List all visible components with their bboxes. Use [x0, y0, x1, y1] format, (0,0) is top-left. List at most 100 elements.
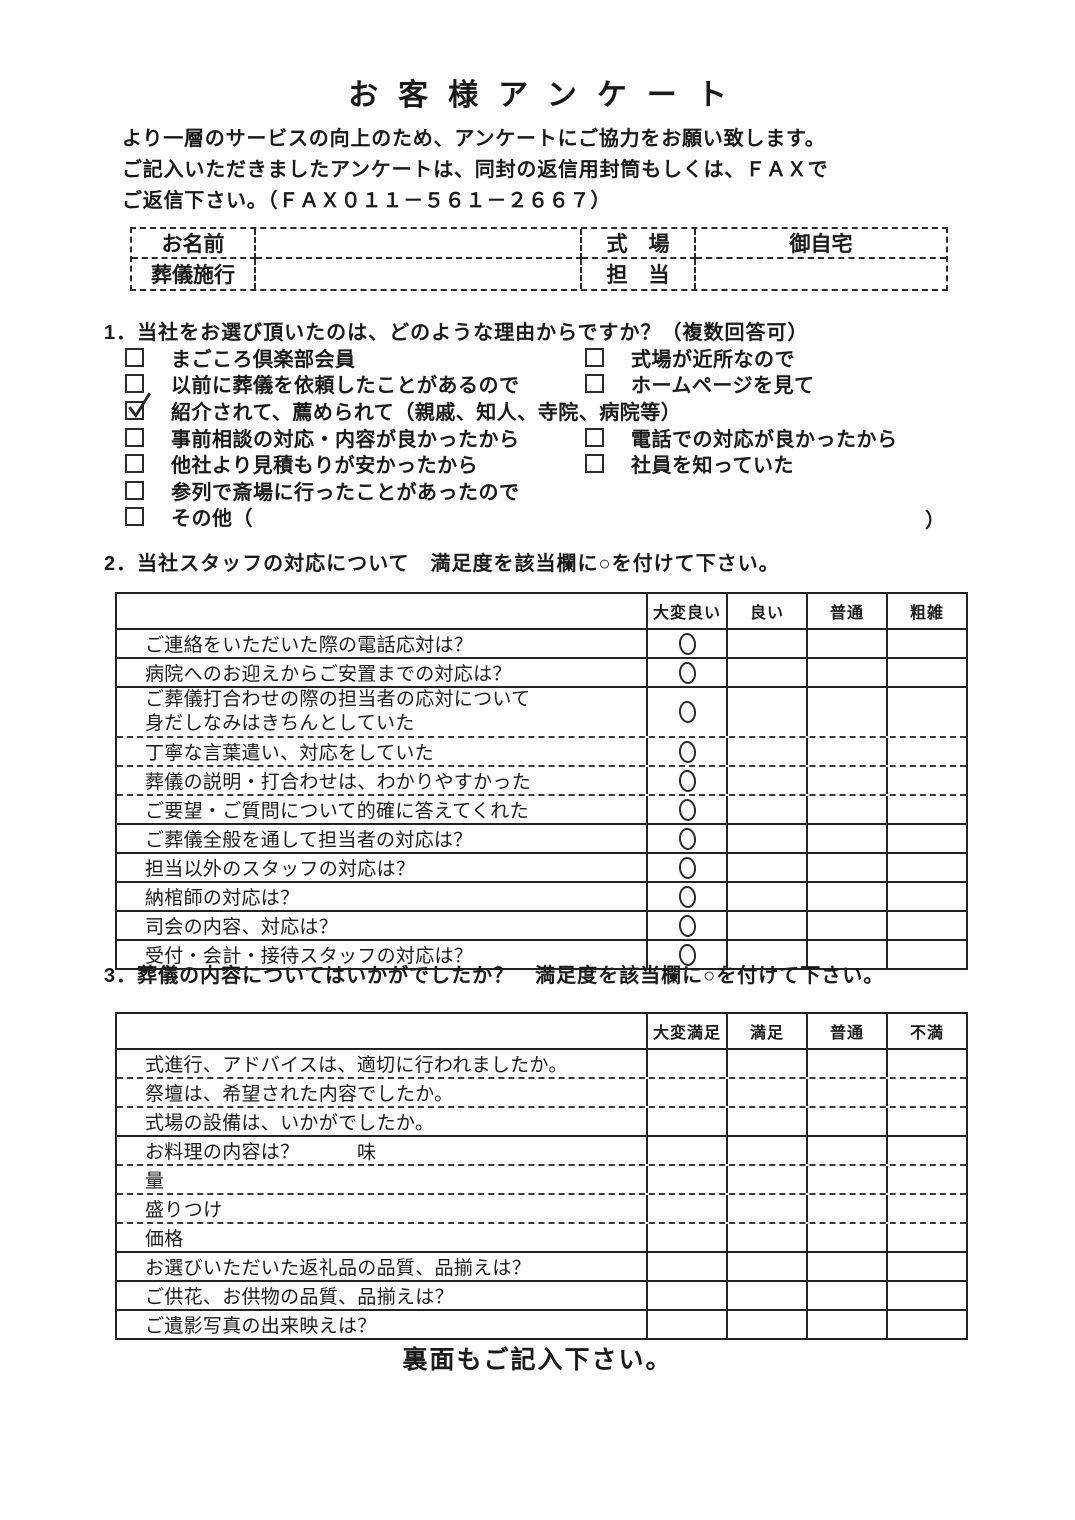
rating-cell[interactable]	[886, 1166, 966, 1193]
rating-cell[interactable]	[646, 1282, 726, 1309]
rating-cell[interactable]	[646, 912, 726, 939]
checkbox-unchecked[interactable]	[125, 507, 144, 527]
checkbox-unchecked[interactable]	[585, 374, 604, 394]
rating-cell[interactable]	[886, 796, 966, 823]
rating-cell[interactable]	[726, 1137, 806, 1164]
rating-cell[interactable]	[726, 912, 806, 939]
rating-cell[interactable]	[646, 1195, 726, 1222]
rating-cell[interactable]	[646, 1079, 726, 1106]
checkbox-unchecked[interactable]	[125, 347, 144, 367]
rating-cell[interactable]	[806, 659, 886, 686]
rating-cell[interactable]	[806, 883, 886, 910]
rating-cell[interactable]	[726, 1195, 806, 1222]
rating-cell[interactable]	[886, 941, 966, 968]
rating-cell[interactable]	[806, 941, 886, 968]
rating-cell[interactable]	[886, 630, 966, 657]
rating-cell[interactable]	[646, 630, 726, 657]
rating-cell[interactable]	[646, 1253, 726, 1280]
rating-cell[interactable]	[806, 1282, 886, 1309]
rating-cell[interactable]	[646, 1311, 726, 1338]
checkbox-unchecked[interactable]	[125, 374, 144, 394]
rating-cell[interactable]	[886, 883, 966, 910]
rating-cell[interactable]	[886, 1050, 966, 1077]
rating-cell[interactable]	[806, 767, 886, 794]
rating-cell[interactable]	[806, 1137, 886, 1164]
rating-cell[interactable]	[806, 630, 886, 657]
rating-cell[interactable]	[646, 738, 726, 765]
checkbox-checked[interactable]	[125, 392, 151, 420]
rating-cell[interactable]	[806, 1195, 886, 1222]
staff-field[interactable]	[696, 259, 946, 289]
rating-cell[interactable]	[726, 1108, 806, 1135]
rating-cell[interactable]	[726, 941, 806, 968]
question1-options: まごころ倶楽部会員 式場が近所なので 以前に葬儀を依頼したことがあるので ホームページ…	[125, 344, 975, 532]
rating-cell[interactable]	[646, 1224, 726, 1251]
checkbox-unchecked[interactable]	[585, 454, 604, 474]
rating-cell[interactable]	[886, 1137, 966, 1164]
rating-cell[interactable]	[726, 659, 806, 686]
rating-cell[interactable]	[806, 912, 886, 939]
rating-cell[interactable]	[886, 1079, 966, 1106]
rating-cell[interactable]	[726, 767, 806, 794]
rating-cell[interactable]	[726, 1079, 806, 1106]
rating-cell[interactable]	[646, 659, 726, 686]
rating-cell[interactable]	[886, 767, 966, 794]
rating-cell[interactable]	[806, 854, 886, 881]
rating-cell[interactable]	[646, 1137, 726, 1164]
venue-value[interactable]: 御自宅	[696, 229, 946, 259]
rating-cell[interactable]	[726, 1253, 806, 1280]
rating-cell[interactable]	[806, 688, 886, 736]
rating-cell[interactable]	[646, 1108, 726, 1135]
rating-cell[interactable]	[806, 825, 886, 852]
rating-cell[interactable]	[646, 767, 726, 794]
rating-cell[interactable]	[806, 1253, 886, 1280]
rating-cell[interactable]	[726, 1282, 806, 1309]
rating-cell[interactable]	[646, 854, 726, 881]
rating-cell[interactable]	[726, 688, 806, 736]
rating-cell[interactable]	[726, 825, 806, 852]
rating-cell[interactable]	[726, 738, 806, 765]
rating-cell[interactable]	[646, 825, 726, 852]
rating-cell[interactable]	[646, 688, 726, 736]
rating-cell[interactable]	[726, 630, 806, 657]
rating-cell[interactable]	[646, 1166, 726, 1193]
name-field[interactable]	[256, 229, 582, 259]
rating-cell[interactable]	[806, 1311, 886, 1338]
checkbox-unchecked[interactable]	[585, 427, 604, 447]
rating-cell[interactable]	[806, 1079, 886, 1106]
organizer-field[interactable]	[256, 259, 582, 289]
rating-cell[interactable]	[886, 659, 966, 686]
rating-cell[interactable]	[886, 738, 966, 765]
rating-cell[interactable]	[646, 796, 726, 823]
rating-cell[interactable]	[726, 1224, 806, 1251]
checkbox-unchecked[interactable]	[125, 480, 144, 500]
rating-cell[interactable]	[646, 941, 726, 968]
rating-cell[interactable]	[726, 854, 806, 881]
rating-cell[interactable]	[886, 1282, 966, 1309]
checkbox-unchecked[interactable]	[585, 347, 604, 367]
rating-cell[interactable]	[886, 1311, 966, 1338]
rating-cell[interactable]	[726, 883, 806, 910]
rating-cell[interactable]	[646, 883, 726, 910]
rating-cell[interactable]	[886, 1108, 966, 1135]
rating-cell[interactable]	[806, 1224, 886, 1251]
rating-cell[interactable]	[886, 688, 966, 736]
rating-cell[interactable]	[806, 738, 886, 765]
rating-cell[interactable]	[886, 825, 966, 852]
rating-cell[interactable]	[806, 796, 886, 823]
rating-cell[interactable]	[806, 1050, 886, 1077]
rating-cell[interactable]	[886, 1195, 966, 1222]
rating-cell[interactable]	[886, 1253, 966, 1280]
checkbox-unchecked[interactable]	[125, 427, 144, 447]
rating-cell[interactable]	[806, 1166, 886, 1193]
rating-cell[interactable]	[806, 1108, 886, 1135]
rating-cell[interactable]	[886, 1224, 966, 1251]
rating-cell[interactable]	[726, 796, 806, 823]
rating-cell[interactable]	[726, 1311, 806, 1338]
rating-cell[interactable]	[726, 1166, 806, 1193]
rating-cell[interactable]	[726, 1050, 806, 1077]
rating-cell[interactable]	[886, 854, 966, 881]
rating-cell[interactable]	[646, 1050, 726, 1077]
checkbox-unchecked[interactable]	[125, 454, 144, 474]
rating-cell[interactable]	[886, 912, 966, 939]
